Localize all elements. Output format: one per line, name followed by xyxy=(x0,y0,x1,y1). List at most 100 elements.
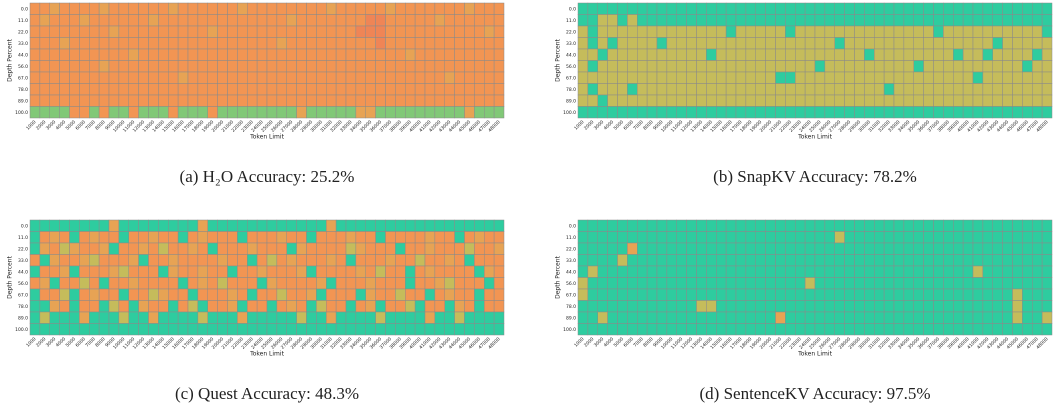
heatmap-cell xyxy=(237,60,248,73)
heatmap-cell xyxy=(656,300,668,313)
heatmap-cell xyxy=(414,83,426,96)
heatmap-cell xyxy=(128,83,139,96)
heatmap-cell xyxy=(765,242,776,255)
heatmap-cell xyxy=(735,300,747,313)
heatmap-cell xyxy=(237,83,248,96)
heatmap-cell xyxy=(972,83,984,96)
heatmap-cell xyxy=(276,300,287,313)
heatmap-cell xyxy=(893,254,905,267)
heatmap-cell xyxy=(405,14,416,27)
heatmap-cell xyxy=(686,94,697,107)
heatmap-cell xyxy=(706,323,717,336)
heatmap-cell xyxy=(686,14,697,27)
heatmap-cell xyxy=(484,14,495,27)
heatmap-cell xyxy=(296,60,307,73)
heatmap-cell xyxy=(577,14,589,27)
heatmap-cell xyxy=(207,94,218,107)
heatmap-cell xyxy=(923,60,934,73)
heatmap-cell xyxy=(39,323,50,336)
heatmap-cell xyxy=(1032,83,1043,96)
heatmap-cell xyxy=(587,219,598,232)
heatmap-cell xyxy=(286,37,297,50)
heatmap-cell xyxy=(345,37,357,50)
heatmap-cell xyxy=(39,14,50,27)
heatmap-cell xyxy=(972,48,984,61)
heatmap-cell xyxy=(266,231,278,244)
heatmap-cell xyxy=(1012,71,1023,84)
heatmap-cell xyxy=(326,300,337,313)
heatmap-cell xyxy=(89,311,100,324)
heatmap-cell xyxy=(197,242,208,255)
heatmap-cell xyxy=(656,265,668,278)
heatmap-cell xyxy=(893,2,905,15)
heatmap-cell xyxy=(686,83,697,96)
heatmap-cell xyxy=(666,242,677,255)
heatmap-cell xyxy=(39,219,50,232)
heatmap-cell xyxy=(953,288,964,301)
heatmap-cell xyxy=(345,300,357,313)
heatmap-cell xyxy=(395,231,406,244)
heatmap-cell xyxy=(982,311,993,324)
heatmap-cell xyxy=(266,48,278,61)
heatmap-cell xyxy=(725,106,737,119)
heatmap-cell xyxy=(577,71,589,84)
heatmap-cell xyxy=(345,219,357,232)
heatmap-cell xyxy=(474,231,485,244)
heatmap-cell xyxy=(484,300,495,313)
heatmap-cell xyxy=(217,14,228,27)
heatmap-cell xyxy=(345,2,357,15)
heatmap-cell xyxy=(804,242,816,255)
heatmap-cell xyxy=(148,71,159,84)
heatmap-cell xyxy=(627,265,638,278)
heatmap-cell xyxy=(237,231,248,244)
heatmap-cell xyxy=(725,60,737,73)
heatmap-cell xyxy=(962,288,974,301)
heatmap-cell xyxy=(158,300,169,313)
heatmap-cell xyxy=(197,300,208,313)
heatmap-cell xyxy=(992,25,1003,38)
heatmap-cell xyxy=(464,60,475,73)
heatmap-cell xyxy=(745,14,756,27)
heatmap-cell xyxy=(59,242,70,255)
heatmap-cell xyxy=(256,242,268,255)
heatmap-cell xyxy=(903,288,914,301)
heatmap-cell xyxy=(197,219,208,232)
heatmap-cell xyxy=(227,25,238,38)
y-tick-label: 0.0 xyxy=(569,6,576,12)
heatmap-cell xyxy=(627,83,638,96)
heatmap-cell xyxy=(59,60,70,73)
heatmap-cell xyxy=(493,60,505,73)
heatmap-cell xyxy=(177,300,189,313)
heatmap-cell xyxy=(953,2,964,15)
heatmap-cell xyxy=(395,37,406,50)
heatmap-cell xyxy=(627,25,638,38)
heatmap-cell xyxy=(617,231,628,244)
heatmap-cell xyxy=(992,71,1003,84)
heatmap-cell xyxy=(59,277,70,290)
heatmap-cell xyxy=(266,277,278,290)
heatmap-cell xyxy=(69,71,80,84)
heatmap-cell xyxy=(335,2,347,15)
heatmap-cell xyxy=(227,106,238,119)
heatmap-cell xyxy=(217,265,228,278)
heatmap-cell xyxy=(247,323,258,336)
heatmap-cell xyxy=(148,288,159,301)
heatmap-cell xyxy=(444,37,455,50)
heatmap-cell xyxy=(1002,106,1013,119)
heatmap-cell xyxy=(385,71,396,84)
heatmap-cell xyxy=(864,323,875,336)
heatmap-cell xyxy=(765,219,776,232)
heatmap-cell xyxy=(883,300,895,313)
heatmap-cell xyxy=(484,48,495,61)
heatmap-cell xyxy=(992,231,1003,244)
heatmap-cell xyxy=(814,48,826,61)
heatmap-cell xyxy=(1002,288,1013,301)
heatmap-cell xyxy=(676,265,687,278)
heatmap-cell xyxy=(1002,300,1013,313)
heatmap-cell xyxy=(686,242,697,255)
heatmap-cell xyxy=(493,300,505,313)
heatmap-cell xyxy=(676,71,687,84)
heatmap-cell xyxy=(89,48,100,61)
heatmap-cell xyxy=(903,2,914,15)
